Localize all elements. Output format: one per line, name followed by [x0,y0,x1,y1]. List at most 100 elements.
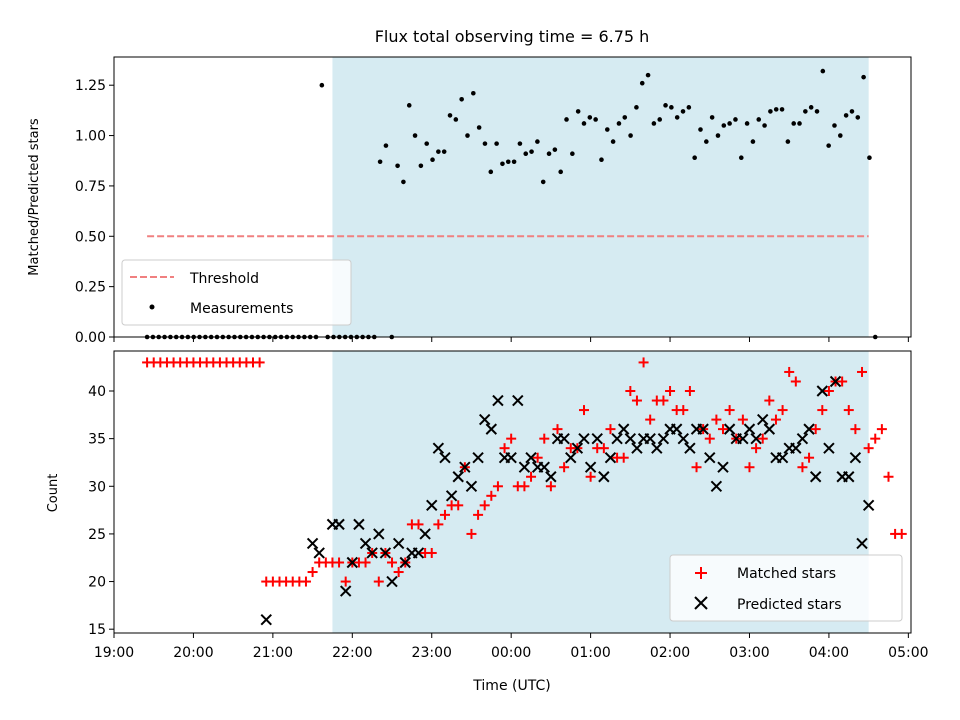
measurement-point [791,121,797,126]
predicted-marker-b [472,451,484,464]
matched-star-point [718,424,729,435]
predicted-star-point [472,451,484,464]
measurement-point [494,141,499,146]
predicted-marker-b [856,537,868,550]
predicted-marker-b [717,461,729,473]
predicted-marker-b [611,432,623,445]
matched-star-point [764,395,775,406]
predicted-star-point [591,432,603,445]
predicted-marker-b [723,423,736,435]
y-tick-label: 0.00 [75,330,106,346]
predicted-star-point [386,575,398,588]
measurement-point [471,90,476,96]
predicted-marker-b [743,423,756,435]
measurement-point [832,123,837,128]
predicted-star-point [618,423,630,435]
measurement-point [622,115,628,120]
top-observing-window [332,57,869,337]
predicted-star-point [512,394,524,407]
predicted-marker-b [333,518,345,531]
measurement-point [843,113,849,118]
predicted-star-point [492,394,504,407]
predicted-star-point [571,442,584,454]
measurement-point [319,82,325,88]
predicted-star-point [677,432,689,445]
y-tick-label: 25 [88,527,106,543]
predicted-star-point [419,528,431,540]
predicted-star-point [657,432,670,445]
x-tick-label: 00:00 [491,645,531,661]
top-series [144,68,878,340]
measurement-point [663,103,668,108]
matched-star-point [883,471,894,482]
predicted-star-point [584,461,597,473]
top-legend-box [121,259,352,326]
matched-star-point [473,509,484,520]
measurement-point [785,139,791,144]
predicted-star-point [379,547,392,559]
predicted-star-point [445,490,458,502]
measurement-point [564,117,569,122]
matched-star-point [711,414,722,425]
predicted-marker-b [419,528,431,540]
predicted-star-point [333,518,345,531]
predicted-star-point [346,556,359,569]
matched-star-point [857,366,868,377]
predicted-star-point [518,461,531,473]
matched-star-point [843,405,854,416]
bottom-series [142,357,907,626]
measurement-point [680,109,686,114]
predicted-star-point [816,385,829,397]
predicted-star-point [505,451,517,464]
measurement-point [849,109,855,114]
matched-star-point [757,433,768,444]
predicted-star-point [829,375,842,388]
y-tick-label: 0.50 [75,229,106,245]
predicted-marker-b [823,442,835,454]
predicted-star-point [485,423,498,435]
predicted-marker-b [704,451,716,464]
predicted-marker-b [644,432,656,445]
matched-star-point [453,500,464,511]
matched-star-point [724,405,735,416]
matched-star-point [896,528,907,539]
predicted-marker-b [412,547,425,559]
measurement-point [721,123,727,128]
measurement-point [406,103,412,108]
predicted-marker-b [710,480,723,492]
predicted-star-point [624,432,637,445]
measurement-point [820,68,826,74]
predicted-marker-b [684,442,696,454]
matched-star-point [439,509,450,520]
matched-star-point [658,395,669,406]
matched-star-point [499,443,510,454]
measurement-point [552,147,558,152]
measurement-point [575,109,581,114]
predicted-star-point [459,461,471,473]
matched-star-point [254,357,265,368]
predicted-star-point [339,585,352,597]
matched-star-point [678,405,689,416]
matched-star-point [526,471,537,482]
predicted-star-point [704,451,716,464]
predicted-marker-b [306,537,319,550]
predicted-star-point [823,442,835,454]
predicted-star-point [723,423,736,435]
predicted-star-point [306,537,319,550]
matched-star-point [704,433,715,444]
predicted-marker-b [459,461,471,473]
predicted-star-point [743,423,756,435]
legend-matched-swatch [695,567,707,579]
predicted-marker-b [525,451,537,464]
matched-star-point [413,519,424,530]
predicted-star-point [366,547,378,559]
predicted-marker-b [657,432,670,445]
measurement-point [773,107,779,112]
measurement-point [581,121,587,126]
measurement-point [750,139,756,144]
x-tick-label: 04:00 [809,645,849,661]
measurement-point [540,179,546,185]
predicted-star-point [426,499,438,512]
legend-threshold-label: Threshold [189,271,259,287]
predicted-star-point [710,480,723,492]
